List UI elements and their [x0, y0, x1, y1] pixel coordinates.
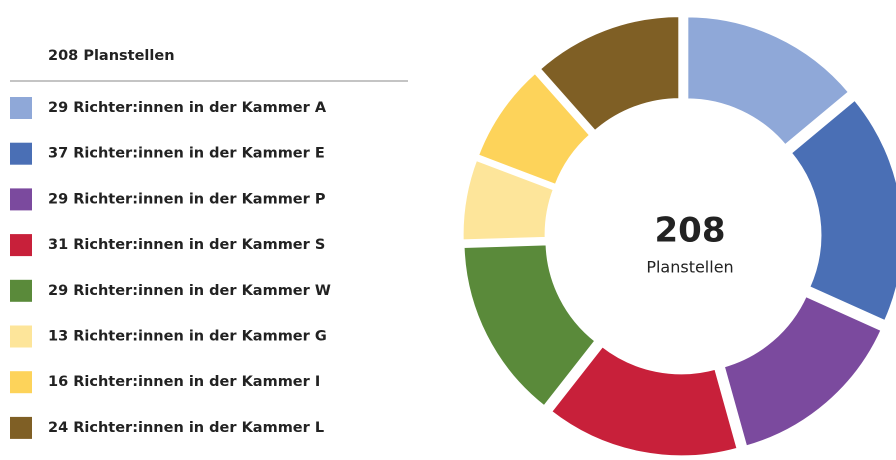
legend-swatch	[10, 325, 32, 348]
legend-swatch	[10, 234, 32, 257]
legend-label: 29 Richter:innen in der Kammer P	[48, 191, 326, 207]
legend-label: 13 Richter:innen in der Kammer G	[48, 329, 327, 345]
donut-slice	[548, 343, 741, 459]
legend-label: 29 Richter:innen in der Kammer A	[48, 100, 327, 116]
donut-slice	[721, 293, 885, 449]
legend-swatch	[10, 279, 32, 302]
center-value: 208	[655, 211, 726, 251]
legend-swatch	[10, 188, 32, 211]
legend-label: 37 Richter:innen in der Kammer E	[48, 146, 325, 162]
legend-title: 208 Planstellen	[48, 48, 175, 64]
center-subtitle: Planstellen	[646, 258, 733, 277]
legend-swatch	[10, 416, 32, 439]
donut-slice	[537, 14, 682, 134]
legend-label: 29 Richter:innen in der Kammer W	[48, 283, 331, 299]
donut-slice	[475, 70, 593, 188]
legend-swatch	[10, 97, 32, 119]
legend-swatch	[10, 371, 32, 394]
donut-slice	[788, 96, 896, 324]
donut-slice	[460, 157, 557, 243]
legend-label: 24 Richter:innen in der Kammer L	[48, 420, 324, 436]
legend-swatch	[10, 142, 32, 165]
legend-label: 31 Richter:innen in der Kammer S	[48, 237, 325, 253]
legend-label: 16 Richter:innen in der Kammer I	[48, 374, 320, 390]
donut-slice	[685, 14, 852, 149]
donut-slice	[461, 242, 599, 410]
